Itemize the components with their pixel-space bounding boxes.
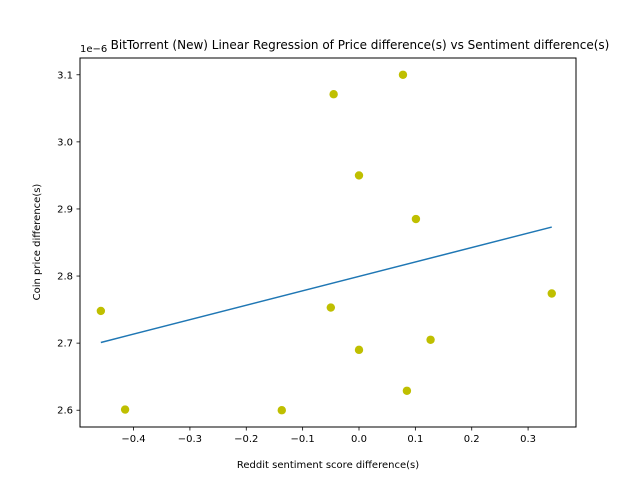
- y-tick-label: 2.8: [57, 272, 73, 283]
- data-point-10: [402, 386, 412, 395]
- data-point-8: [426, 335, 435, 344]
- x-tick-label: −0.4: [121, 434, 145, 445]
- data-point-7: [326, 303, 336, 312]
- plot-frame: [79, 57, 577, 428]
- x-axis-label: Reddit sentiment score difference(s): [237, 460, 419, 471]
- data-point-9: [354, 345, 364, 355]
- regression-line: [100, 226, 552, 344]
- data-point-11: [120, 405, 130, 414]
- y-tick-label: 3.0: [57, 137, 73, 148]
- data-point-4: [411, 214, 421, 224]
- chart-title: BitTorrent (New) Linear Regression of Pr…: [111, 38, 610, 52]
- y-offset-label: 1e−6: [80, 44, 107, 55]
- data-point-12: [277, 406, 286, 415]
- x-tick-label: 0.1: [407, 434, 423, 445]
- y-tick-label: 2.6: [57, 406, 73, 417]
- y-tick-label: 2.7: [57, 339, 73, 350]
- x-tick-label: −0.1: [290, 434, 314, 445]
- x-axis: −0.4 −0.3 −0.2 −0.1 0.0 0.1 0.2 0.3: [121, 427, 536, 445]
- y-axis: 2.6 2.7 2.8 2.9 3.0 3.1: [57, 70, 80, 417]
- x-tick-label: 0.3: [520, 434, 536, 445]
- plot-layer: [96, 70, 556, 415]
- y-axis-label: Coin price difference(s): [32, 184, 43, 301]
- data-point-5: [547, 289, 556, 298]
- data-point-1: [398, 70, 408, 79]
- y-tick-label: 3.1: [57, 70, 73, 81]
- y-tick-label: 2.9: [57, 204, 73, 215]
- data-point-2: [329, 90, 338, 99]
- x-tick-label: −0.3: [178, 434, 202, 445]
- x-tick-label: 0.2: [464, 434, 480, 445]
- x-tick-label: 0.0: [351, 434, 367, 445]
- x-tick-label: −0.2: [234, 434, 258, 445]
- data-point-6: [96, 306, 106, 316]
- data-point-3: [354, 171, 364, 180]
